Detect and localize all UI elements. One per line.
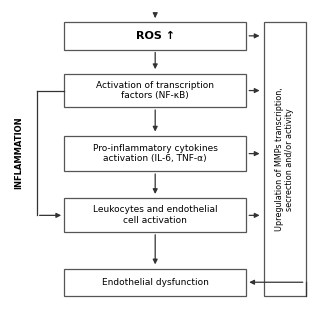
Bar xyxy=(64,198,246,232)
Bar xyxy=(264,22,306,296)
Bar xyxy=(64,74,246,107)
Text: INFLAMMATION: INFLAMMATION xyxy=(14,117,23,189)
Text: Upregulation of MMPs transcription,
secrection and/or activity: Upregulation of MMPs transcription, secr… xyxy=(275,87,294,231)
Bar xyxy=(64,269,246,296)
Text: ROS ↑: ROS ↑ xyxy=(136,31,175,41)
Text: Activation of transcription
factors (NF-κB): Activation of transcription factors (NF-… xyxy=(96,81,214,100)
Text: Endothelial dysfunction: Endothelial dysfunction xyxy=(102,278,209,287)
Bar xyxy=(64,136,246,171)
Text: Pro-inflammatory cytokines
activation (IL-6, TNF-α): Pro-inflammatory cytokines activation (I… xyxy=(93,144,218,163)
Text: Leukocytes and endothelial
cell activation: Leukocytes and endothelial cell activati… xyxy=(93,205,218,225)
Bar xyxy=(64,22,246,50)
